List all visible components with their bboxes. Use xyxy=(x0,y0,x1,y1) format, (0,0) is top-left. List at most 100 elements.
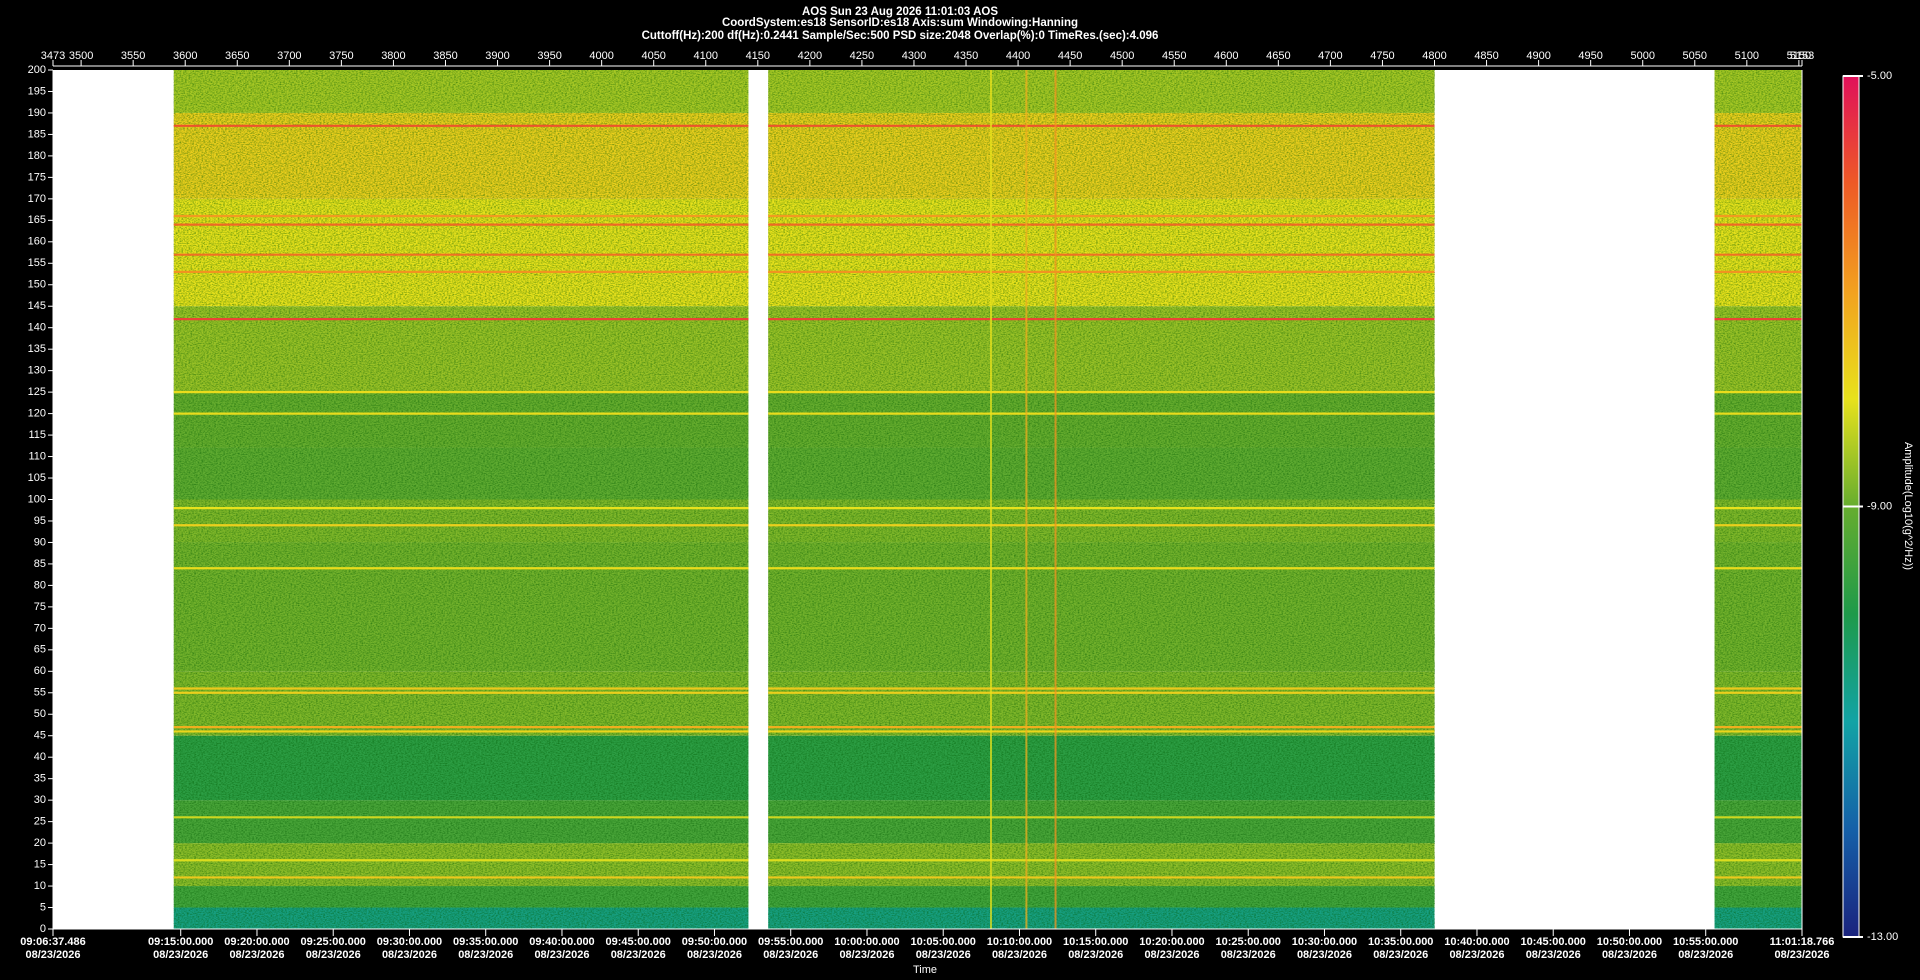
time-tick-label: 10:35:00.000 08/23/2026 xyxy=(1367,936,1434,961)
x-axis-label: Time xyxy=(913,964,937,976)
x-tick-label: 3750 xyxy=(329,50,353,62)
time-tick-label: 09:15:00.000 08/23/2026 xyxy=(147,936,214,961)
x-tick-label: 4400 xyxy=(1006,50,1030,62)
x-tick-label: 4200 xyxy=(798,50,822,62)
y-tick-label: 175 xyxy=(28,171,46,183)
x-tick-label: 3550 xyxy=(121,50,145,62)
y-tick-label: 10 xyxy=(34,880,46,892)
time-tick-label: 10:05:00.000 08/23/2026 xyxy=(910,936,976,961)
y-tick-label: 195 xyxy=(28,85,46,97)
y-tick-label: 25 xyxy=(34,816,46,828)
x-tick-label: 3473 xyxy=(41,50,65,62)
y-tick-label: 150 xyxy=(28,279,46,291)
y-tick-label: 45 xyxy=(34,730,46,742)
noise-texture xyxy=(768,70,1435,929)
y-tick-label: 75 xyxy=(34,601,46,613)
y-tick-label: 105 xyxy=(28,472,46,484)
y-tick-label: 200 xyxy=(28,64,46,76)
x-tick-label: 4250 xyxy=(850,50,874,62)
colorbar-tick-label: -5.00 xyxy=(1867,70,1892,82)
time-tick-label: 10:25:00.000 08/23/2026 xyxy=(1215,936,1281,961)
time-tick-label: 10:55:00.000 08/23/2026 xyxy=(1672,936,1739,961)
data-segment xyxy=(768,70,1435,929)
y-tick-label: 95 xyxy=(34,515,46,527)
x-tick-label: 4550 xyxy=(1162,50,1186,62)
y-tick-label: 160 xyxy=(28,236,46,248)
x-tick-label: 3500 xyxy=(69,50,93,62)
x-tick-label: 4700 xyxy=(1318,50,1342,62)
time-tick-label: 10:15:00.000 08/23/2026 xyxy=(1062,936,1129,961)
time-tick-label: 09:25:00.000 08/23/2026 xyxy=(300,936,366,961)
y-tick-label: 130 xyxy=(28,365,46,377)
y-tick-label: 170 xyxy=(28,193,46,205)
x-tick-label: 4650 xyxy=(1266,50,1290,62)
data-segment xyxy=(1714,70,1802,929)
noise-texture xyxy=(1714,70,1802,929)
data-segment xyxy=(173,70,749,929)
x-tick-label: 4950 xyxy=(1578,50,1602,62)
y-tick-label: 35 xyxy=(34,773,46,785)
x-tick-label: 4900 xyxy=(1526,50,1550,62)
x-tick-label: 4000 xyxy=(589,50,613,62)
y-tick-label: 80 xyxy=(34,579,46,591)
y-tick-label: 55 xyxy=(34,687,46,699)
x-tick-label: 4850 xyxy=(1474,50,1498,62)
y-tick-label: 120 xyxy=(28,408,46,420)
time-tick-label: 09:20:00.000 08/23/2026 xyxy=(224,936,290,961)
time-tick-label: 09:30:00.000 08/23/2026 xyxy=(376,936,443,961)
x-tick-label: 4500 xyxy=(1110,50,1134,62)
x-tick-label: 3700 xyxy=(277,50,301,62)
x-tick-label: 4150 xyxy=(746,50,770,62)
x-tick-label: 5050 xyxy=(1683,50,1707,62)
y-tick-label: 90 xyxy=(34,536,46,548)
time-tick-label: 09:45:00.000 08/23/2026 xyxy=(605,936,671,961)
x-tick-label: 4050 xyxy=(641,50,665,62)
time-tick-label: 10:50:00.000 08/23/2026 xyxy=(1596,936,1663,961)
x-tick-label: 3900 xyxy=(485,50,509,62)
x-tick-label: 4350 xyxy=(954,50,978,62)
y-tick-label: 5 xyxy=(40,901,46,913)
x-tick-label: 4800 xyxy=(1422,50,1446,62)
chart-title: AOS Sun 23 Aug 2026 11:01:03 AOS xyxy=(802,6,998,18)
noise-texture xyxy=(173,70,749,929)
time-tick-label: 10:00:00.000 08/23/2026 xyxy=(834,936,900,961)
colorbar-tick-label: -13.00 xyxy=(1867,931,1898,943)
time-tick-label: 10:30:00.000 08/23/2026 xyxy=(1291,936,1358,961)
y-tick-label: 50 xyxy=(34,708,46,720)
y-tick-label: 190 xyxy=(28,107,46,119)
y-tick-label: 70 xyxy=(34,622,46,634)
y-tick-label: 180 xyxy=(28,150,46,162)
y-tick-label: 115 xyxy=(28,429,46,441)
y-tick-label: 140 xyxy=(28,322,46,334)
y-tick-label: 155 xyxy=(28,257,46,269)
y-tick-label: 85 xyxy=(34,558,46,570)
x-tick-label: 4300 xyxy=(902,50,926,62)
x-tick-label: 3800 xyxy=(381,50,405,62)
x-tick-label: 3950 xyxy=(537,50,561,62)
x-tick-label: 3850 xyxy=(433,50,457,62)
y-tick-label: 100 xyxy=(28,493,46,505)
time-tick-label: 10:40:00.000 08/23/2026 xyxy=(1444,936,1510,961)
x-tick-label: 4450 xyxy=(1058,50,1082,62)
y-tick-label: 15 xyxy=(34,858,46,870)
time-tick-label: 10:10:00.000 08/23/2026 xyxy=(986,936,1053,961)
time-tick-label: 11:01:18.766 08/23/2026 xyxy=(1769,936,1835,961)
y-tick-label: 145 xyxy=(28,300,46,312)
y-tick-label: 0 xyxy=(40,923,46,935)
time-tick-label: 09:50:00.000 08/23/2026 xyxy=(681,936,748,961)
time-tick-label: 09:35:00.000 08/23/2026 xyxy=(452,936,519,961)
x-tick-label: 4600 xyxy=(1214,50,1238,62)
y-tick-label: 185 xyxy=(28,128,46,140)
chart-subtitle: CoordSystem:es18 SensorID:es18 Axis:sum … xyxy=(722,17,1078,29)
time-tick-label: 09:06:37.486 08/23/2026 xyxy=(20,936,86,961)
y-tick-label: 40 xyxy=(34,751,46,763)
x-tick-label: 5153 xyxy=(1790,50,1814,62)
colorbar-label: Amplitude(Log10(g^2/Hz)) xyxy=(1902,442,1914,570)
time-tick-label: 09:40:00.000 08/23/2026 xyxy=(529,936,595,961)
y-tick-label: 125 xyxy=(28,386,46,398)
y-tick-label: 65 xyxy=(34,644,46,656)
y-tick-label: 30 xyxy=(34,794,46,806)
x-tick-label: 5000 xyxy=(1630,50,1654,62)
